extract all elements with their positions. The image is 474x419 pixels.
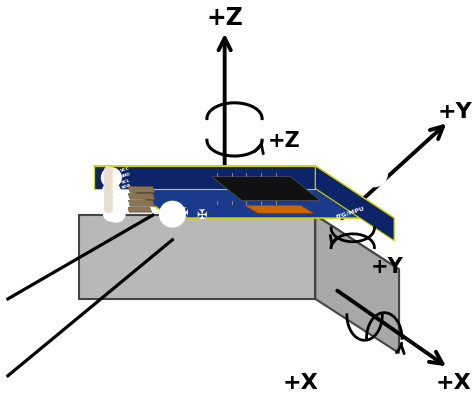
Text: +X: +X (436, 372, 471, 393)
Circle shape (108, 204, 125, 222)
Text: ADO: ADO (120, 201, 132, 208)
Text: +Z: +Z (206, 6, 243, 30)
Circle shape (104, 205, 112, 213)
Circle shape (103, 205, 119, 221)
Polygon shape (93, 166, 315, 189)
Circle shape (104, 183, 112, 191)
Text: GND: GND (120, 172, 132, 179)
Text: ✠: ✠ (177, 207, 188, 220)
Polygon shape (93, 166, 394, 218)
Polygon shape (128, 200, 155, 206)
Polygon shape (79, 215, 315, 299)
Polygon shape (245, 205, 313, 213)
Text: VCC: VCC (120, 166, 131, 173)
Circle shape (104, 194, 112, 202)
Circle shape (362, 161, 387, 186)
Text: ✠: ✠ (197, 209, 207, 222)
Text: XDA: XDA (120, 189, 131, 196)
Polygon shape (315, 166, 394, 241)
Polygon shape (212, 177, 320, 200)
Polygon shape (128, 186, 155, 192)
Circle shape (102, 183, 120, 200)
Circle shape (104, 167, 112, 175)
Text: XCL: XCL (120, 195, 130, 202)
Circle shape (104, 199, 112, 207)
Polygon shape (128, 207, 152, 212)
Circle shape (101, 168, 121, 188)
Text: +Y: +Y (438, 102, 473, 122)
Circle shape (104, 178, 112, 186)
Circle shape (104, 189, 112, 197)
Polygon shape (128, 194, 155, 199)
Circle shape (104, 172, 112, 180)
Text: INT: INT (120, 207, 129, 213)
Text: +Y: +Y (371, 257, 404, 277)
Polygon shape (79, 215, 399, 269)
Text: SDA: SDA (120, 184, 131, 191)
Polygon shape (315, 215, 399, 353)
Circle shape (160, 202, 185, 227)
Text: SCL: SCL (120, 178, 130, 185)
Text: +Z: +Z (268, 131, 301, 151)
Text: +X: +X (283, 372, 319, 393)
Circle shape (102, 194, 120, 211)
Text: ITG/MPU: ITG/MPU (335, 205, 365, 219)
